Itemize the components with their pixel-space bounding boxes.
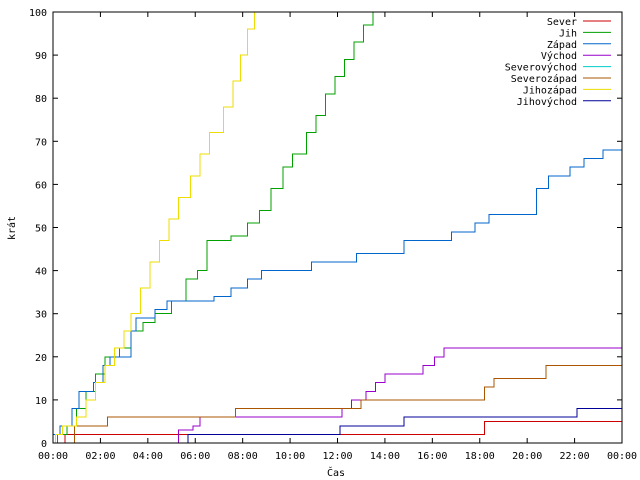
x-axis-label: Čas [327,466,345,479]
x-tick-label: 06:00 [180,451,210,462]
legend: SeverJihZápadVýchodSeverovýchodSeverozáp… [505,17,611,108]
legend-label: Severovýchod [505,62,577,74]
series-line-3 [52,149,622,443]
x-tick-label: 02:00 [85,451,115,462]
x-tick-label: 22:00 [560,451,590,462]
x-tick-label: 00:00 [607,451,637,462]
y-tick-label: 0 [41,439,47,450]
axes-layer: 0 10 20 30 40 50 60 70 80 90 100 00:00 02:00 04:00 06:… [29,8,637,462]
x-tick-label: 14:00 [370,451,400,462]
series-line-6 [73,364,622,443]
x-tick-label: 00:00 [38,451,68,462]
legend-label: Jih [559,28,577,39]
x-tick-label: 18:00 [465,451,495,462]
y-tick-label: 60 [35,180,47,191]
series-line-8 [187,408,622,443]
y-tick-label: 70 [35,137,47,148]
series-line-2 [57,12,374,443]
y-tick-label: 20 [35,353,47,364]
legend-label: Západ [547,39,577,51]
x-tick-label: 16:00 [417,451,447,462]
y-tick-label: 10 [35,396,47,407]
y-tick-label: 30 [35,310,47,321]
series-layer [52,12,622,443]
legend-label: Severozápad [511,73,577,85]
legend-label: Východ [541,50,577,62]
x-tick-label: 20:00 [512,451,542,462]
y-tick-label: 100 [29,8,47,19]
y-axis-label: krát [6,216,18,240]
x-tick-label: 08:00 [228,451,258,462]
x-tick-label: 12:00 [322,451,352,462]
legend-label: Jihozápad [523,84,577,96]
legend-label: Sever [547,17,577,28]
y-tick-label: 90 [35,51,47,62]
x-tick-label: 04:00 [133,451,163,462]
y-tick-label: 80 [35,94,47,105]
y-tick-label: 40 [35,267,47,278]
series-line-4 [178,347,622,443]
legend-label: Jihovýchod [517,96,577,108]
x-tick-label: 10:00 [275,451,305,462]
series-line-7 [54,12,255,443]
y-tick-label: 50 [35,224,47,235]
series-line-1 [64,420,622,443]
